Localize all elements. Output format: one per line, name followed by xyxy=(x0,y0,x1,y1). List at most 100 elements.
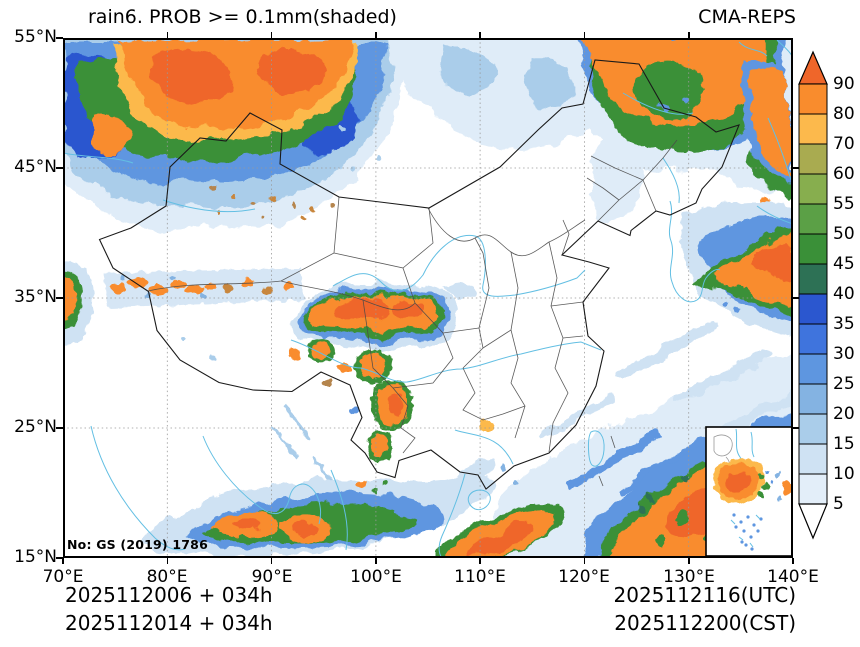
colorbar-cell xyxy=(798,83,828,115)
lon-label: 140°E xyxy=(767,567,819,587)
tarim-river xyxy=(162,199,256,213)
colorbar-cell xyxy=(798,443,828,475)
pearl-river xyxy=(454,429,514,465)
lat-label: 55°N xyxy=(14,27,57,47)
colorbar-tick: 10 xyxy=(833,464,855,484)
model-name: CMA-REPS xyxy=(698,6,796,28)
tick xyxy=(56,167,63,169)
precip-central-band xyxy=(287,282,476,350)
colorbar xyxy=(797,50,831,542)
colorbar-tick: 30 xyxy=(833,344,855,364)
colorbar-tick: 60 xyxy=(833,164,855,184)
tick xyxy=(479,32,481,38)
lon-label: 130°E xyxy=(663,567,715,587)
colorbar-tick: 40 xyxy=(833,284,855,304)
lon-label: 80°E xyxy=(146,567,188,587)
lon-label: 120°E xyxy=(558,567,610,587)
colorbar-cell xyxy=(798,323,828,355)
colorbar-tick: 80 xyxy=(833,104,855,124)
tick xyxy=(56,557,63,559)
japan-coast xyxy=(767,117,792,181)
tick xyxy=(793,297,799,299)
lat-label: 25°N xyxy=(14,417,57,437)
lat-label: 15°N xyxy=(14,547,57,567)
china-border xyxy=(98,59,740,490)
lon-label: 110°E xyxy=(454,567,506,587)
license-watermark: No: GS (2019) 1786 xyxy=(67,537,208,552)
tick xyxy=(56,427,63,429)
precip-northeast xyxy=(568,39,792,216)
tick xyxy=(375,558,377,564)
precip-japan-wedge xyxy=(681,200,792,338)
province-borders xyxy=(147,139,678,487)
precip-northwest xyxy=(64,39,408,229)
lon-label: 90°E xyxy=(251,567,293,587)
yangtze-river xyxy=(290,339,602,383)
tick xyxy=(793,167,799,169)
colorbar-arrow-bottom xyxy=(798,503,828,540)
map-frame xyxy=(63,38,793,558)
rivers-coastlines xyxy=(64,39,792,557)
colorbar-cell xyxy=(798,353,828,385)
colorbar-tick: 50 xyxy=(833,224,855,244)
map-canvas xyxy=(63,38,793,558)
colorbar-cell xyxy=(798,383,828,415)
valid-time-utc: 2025112116(UTC) xyxy=(613,583,797,607)
colorbar-cell xyxy=(798,293,828,325)
tick xyxy=(56,37,63,39)
colorbar-cell xyxy=(798,263,828,295)
tick xyxy=(166,558,168,564)
tick xyxy=(583,558,586,564)
yellow-river xyxy=(332,234,586,297)
colorbar-tick: 25 xyxy=(833,374,855,394)
tick xyxy=(793,427,799,429)
colorbar-tick: 45 xyxy=(833,254,855,274)
tick xyxy=(583,32,586,38)
taiwan-outline xyxy=(588,430,605,467)
figure-title: rain6. PROB >= 0.1mm(shaded) xyxy=(88,6,397,28)
tick xyxy=(270,32,273,38)
precip-sichuan-cells xyxy=(271,339,414,484)
colorbar-tick: 35 xyxy=(833,314,855,334)
tick xyxy=(688,32,690,38)
colorbar-cell xyxy=(798,413,828,445)
colorbar-arrow-top xyxy=(798,50,828,85)
tick xyxy=(270,558,273,564)
tick xyxy=(375,32,377,38)
vietnam-coast xyxy=(438,473,466,557)
india-coast xyxy=(90,425,186,551)
hainan-outline xyxy=(467,489,491,511)
colorbar-tick: 90 xyxy=(833,74,855,94)
tick xyxy=(166,32,168,38)
colorbar-cell xyxy=(798,143,828,175)
tick xyxy=(792,558,794,564)
inset-map xyxy=(705,426,792,557)
colorbar-cell xyxy=(798,203,828,235)
colorbar-tick: 70 xyxy=(833,134,855,154)
colorbar-tick: 55 xyxy=(833,194,855,214)
tick xyxy=(62,558,64,564)
lat-label: 35°N xyxy=(14,287,57,307)
tick xyxy=(56,297,63,299)
lon-label: 70°E xyxy=(42,567,84,587)
korea-coast xyxy=(668,200,721,303)
colorbar-cell xyxy=(798,113,828,145)
colorbar-tick: 15 xyxy=(833,434,855,454)
run-time-utc: 2025112006 + 034h xyxy=(65,583,273,607)
colorbar-cell xyxy=(798,233,828,265)
tick xyxy=(479,558,481,564)
amur-river xyxy=(622,92,694,115)
run-time-cst: 2025112014 + 034h xyxy=(65,611,273,635)
lon-label: 100°E xyxy=(350,567,402,587)
map-svg xyxy=(63,38,793,558)
colorbar-cell xyxy=(798,173,828,205)
lat-label: 45°N xyxy=(14,157,57,177)
precip-bengal-band xyxy=(138,457,495,557)
colorbar-tick: 5 xyxy=(833,494,844,514)
valid-time-cst: 2025112200(CST) xyxy=(614,611,796,635)
colorbar-cell xyxy=(798,473,828,505)
tick xyxy=(688,558,690,564)
colorbar-tick: 20 xyxy=(833,404,855,424)
precip-scattered-flecks xyxy=(210,125,381,220)
